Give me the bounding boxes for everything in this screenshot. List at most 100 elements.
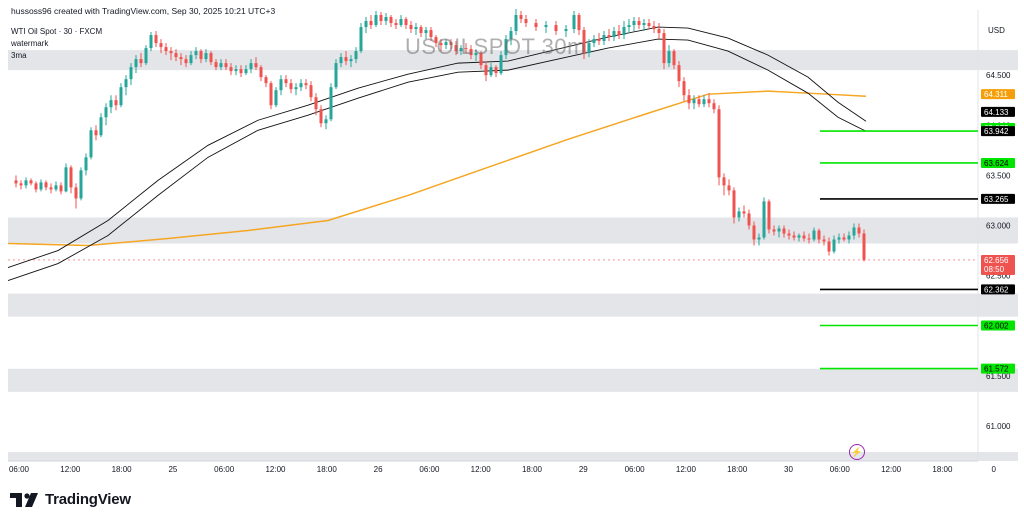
candle-up (384, 17, 388, 22)
candle-down (114, 100, 118, 106)
candle-down (59, 185, 63, 192)
candle-down (662, 33, 666, 64)
price-label-text: 62.362 (984, 285, 1009, 294)
candle-up (832, 239, 836, 252)
candle-up (812, 230, 816, 240)
time-tick-label: 12:00 (265, 465, 286, 474)
candle-up (509, 31, 513, 40)
price-label-box (981, 363, 1015, 374)
candle-down (254, 63, 258, 68)
candle-up (364, 21, 368, 28)
candle-down (199, 51, 203, 60)
gray-zones (8, 50, 1018, 461)
candle-up (667, 51, 671, 64)
price-label-text: 63.265 (984, 195, 1009, 204)
candle-down (29, 180, 33, 184)
candle-up (134, 59, 138, 68)
price-label-text: 63.942 (984, 127, 1009, 136)
candle-up (119, 87, 123, 106)
candle-down (582, 30, 586, 54)
candle-down (379, 15, 383, 22)
legend-ma[interactable]: 3ma (11, 51, 27, 60)
candle-down (494, 67, 498, 74)
time-tick-label: 18:00 (932, 465, 953, 474)
symbol-line[interactable]: WTI Oil Spot · 30 · FXCM (11, 27, 103, 36)
legend-watermark[interactable]: watermark (11, 39, 49, 48)
candle-down (842, 237, 846, 240)
candle-up (414, 27, 418, 30)
candle-up (204, 53, 208, 60)
candle-down (807, 238, 811, 240)
price-label-text: 63.624 (984, 159, 1009, 168)
candle-up (84, 157, 88, 171)
candle-down (697, 99, 701, 105)
candle-down (229, 67, 233, 72)
candle-down (214, 62, 218, 68)
candle-down (314, 97, 318, 110)
candle-down (657, 29, 661, 34)
candle-up (474, 53, 478, 56)
candle-up (149, 35, 153, 49)
price-tick-label: 61.000 (986, 422, 1011, 431)
candle-up (124, 79, 128, 88)
candle-down (419, 27, 423, 34)
candle-up (737, 211, 741, 218)
currency-label[interactable]: USD (988, 26, 1005, 35)
candle-down (14, 180, 18, 184)
candle-up (24, 180, 28, 186)
candle-down (454, 45, 458, 52)
candle-down (672, 51, 676, 66)
candle-down (344, 57, 348, 62)
candle-up (129, 67, 133, 80)
candle-up (499, 55, 503, 74)
candle-down (259, 67, 263, 78)
candle-up (194, 51, 198, 56)
candle-up (279, 79, 283, 91)
candle-down (164, 47, 168, 52)
candle-down (597, 39, 601, 42)
candle-down (772, 229, 776, 232)
candle-down (652, 26, 656, 30)
candle-down (74, 187, 78, 199)
candle-down (184, 59, 188, 64)
candle-up (642, 23, 646, 26)
candle-down (169, 51, 173, 54)
candle-up (89, 130, 93, 158)
candle-down (269, 83, 273, 106)
candle-up (334, 63, 338, 88)
candle-down (69, 167, 73, 188)
price-label-box (981, 157, 1015, 168)
time-tick-label: 06:00 (830, 465, 851, 474)
price-label-text: 64.311 (984, 90, 1008, 99)
candle-down (449, 42, 453, 46)
tradingview-logo[interactable]: TradingView (10, 491, 131, 508)
candle-down (154, 35, 158, 44)
candle-down (534, 23, 538, 28)
lightning-icon[interactable]: ⚡ (849, 444, 865, 460)
candle-up (354, 51, 358, 60)
candle-down (484, 65, 488, 76)
time-tick-label: 18:00 (317, 465, 338, 474)
candle-up (444, 42, 448, 46)
candle-down (239, 69, 243, 74)
time-tick-label: 12:00 (676, 465, 697, 474)
candle-up (627, 25, 631, 28)
candle-up (274, 90, 278, 106)
candle-up (602, 35, 606, 42)
time-tick-label: 18:00 (727, 465, 748, 474)
price-tick-label: 61.500 (986, 372, 1011, 381)
candle-down (309, 85, 313, 98)
candle-down (857, 227, 861, 234)
candle-up (249, 63, 253, 70)
candle-down (439, 43, 443, 46)
candle-down (304, 83, 308, 86)
chart-watermark: USOILSPOT 30m (405, 34, 586, 59)
time-axis[interactable]: 06:00 12:00 18:00 25 06:00 12:00 18:00 26 06:00 1… (9, 465, 996, 474)
price-label-text: 62.002 (984, 321, 1009, 330)
candle-down (434, 37, 438, 44)
candle-up (459, 48, 463, 52)
candle-up (244, 69, 248, 74)
candle-down (209, 53, 213, 63)
candle-up (144, 48, 148, 64)
